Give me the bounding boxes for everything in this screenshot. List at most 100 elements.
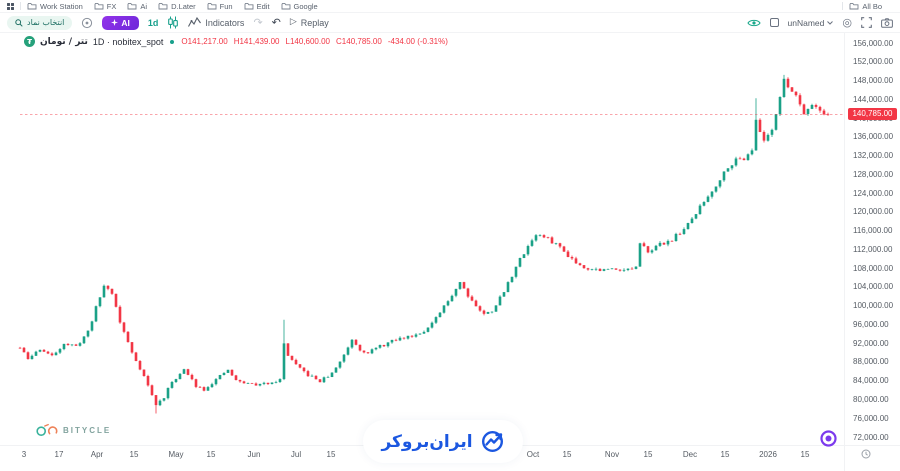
- candle-body: [370, 349, 374, 354]
- candle-body: [578, 263, 582, 266]
- candle-body: [282, 343, 286, 380]
- undo-icon[interactable]: ↶: [271, 16, 281, 29]
- candle-body: [706, 196, 710, 202]
- bookmark-tab[interactable]: Work Station: [27, 2, 83, 11]
- layout-box-icon[interactable]: [769, 18, 779, 27]
- clock-icon[interactable]: [861, 449, 871, 459]
- candle-body: [610, 268, 614, 270]
- folder-icon: [281, 2, 290, 10]
- candle-body: [550, 237, 554, 244]
- bookmark-tab[interactable]: Ai: [127, 2, 147, 11]
- ohlc-close: C140,785.00: [336, 37, 382, 46]
- candle-body: [254, 383, 258, 386]
- candle-body: [262, 382, 266, 384]
- candle-body: [330, 372, 334, 377]
- candle-body: [30, 355, 34, 360]
- candle-body: [382, 345, 386, 347]
- bookmark-tab-label: D.Later: [171, 1, 196, 11]
- candle-body: [582, 265, 586, 269]
- candle-body: [454, 288, 458, 296]
- candle-body: [198, 386, 202, 388]
- candle-body: [466, 288, 470, 297]
- indicators-button[interactable]: Indicators: [188, 17, 244, 28]
- candle-body: [86, 330, 90, 337]
- price-tick: 84,000.00: [853, 376, 889, 386]
- bookmark-tab[interactable]: Fun: [207, 2, 233, 11]
- bookmark-tab-label: Fun: [219, 1, 233, 11]
- candle-body: [522, 254, 526, 258]
- candle-body: [50, 353, 54, 356]
- app-grid-icon[interactable]: [7, 2, 14, 10]
- symbol-search-button[interactable]: انتخاب نماد: [7, 15, 73, 30]
- fullscreen-icon[interactable]: [861, 17, 872, 28]
- market-status-dot: [170, 39, 175, 44]
- ai-button[interactable]: AI: [102, 15, 139, 30]
- candle-body: [718, 180, 722, 187]
- candle-body: [774, 114, 778, 130]
- candle-body: [802, 104, 806, 114]
- purple-target-icon[interactable]: [820, 430, 837, 447]
- candle-body: [78, 343, 82, 346]
- candle-body: [446, 301, 450, 306]
- time-tick: 15: [643, 450, 653, 459]
- time-tick: 2026: [759, 450, 777, 459]
- bookmark-tab[interactable]: Google: [281, 2, 318, 11]
- candle-body: [646, 246, 650, 253]
- candle-body: [494, 305, 498, 312]
- candle-body: [154, 395, 158, 406]
- candle-body: [126, 331, 130, 343]
- candle-body: [510, 276, 514, 283]
- price-axis[interactable]: 156,000.00 152,000.00 148,000.00 144,000.00…: [844, 33, 900, 471]
- ohlc-change: -434.00 (-0.31%): [387, 37, 448, 46]
- symbol-header[interactable]: ₮ تتر / تومان 1D · nobitex_spot O141,217…: [24, 36, 448, 47]
- candle-body: [74, 344, 78, 346]
- bookmark-tab-all-bookmarks[interactable]: All Bo: [849, 2, 882, 11]
- folder-icon: [849, 2, 859, 10]
- candlestick-style-icon[interactable]: [167, 16, 179, 29]
- candle-body: [134, 352, 138, 361]
- candle-body: [22, 347, 26, 353]
- play-icon: ▷: [289, 17, 297, 27]
- candle-body: [110, 288, 114, 294]
- camera-icon[interactable]: [881, 17, 893, 28]
- candle-body: [530, 240, 534, 246]
- redo-icon[interactable]: ↷: [253, 16, 263, 29]
- price-tick: 124,000.00: [853, 188, 894, 198]
- candle-body: [594, 268, 598, 270]
- time-tick: 15: [562, 450, 572, 459]
- timeframe-button[interactable]: 1d: [147, 17, 159, 28]
- time-tick: Jul: [290, 450, 302, 459]
- candle-body: [486, 312, 490, 314]
- bookmark-tab[interactable]: D.Later: [158, 2, 196, 11]
- candle-body: [438, 312, 442, 318]
- candle-body: [118, 306, 122, 323]
- candle-body: [766, 134, 770, 141]
- target-icon[interactable]: [81, 17, 93, 29]
- candle-body: [190, 374, 194, 380]
- candle-body: [566, 251, 570, 257]
- candle-body: [742, 158, 746, 161]
- ai-button-label: AI: [121, 17, 130, 28]
- price-tick: 92,000.00: [853, 338, 889, 348]
- settings-gear-icon[interactable]: ◎: [842, 16, 852, 29]
- bookmark-tab[interactable]: Edit: [244, 2, 270, 11]
- time-tick: Nov: [604, 450, 620, 459]
- folder-icon: [244, 2, 254, 10]
- candle-body: [770, 129, 774, 135]
- bookmark-tab[interactable]: FX: [94, 2, 116, 11]
- ohlc-values: O141,217.00 H141,439.00 L140,600.00 C140…: [181, 37, 447, 46]
- bookmark-tab-label: All Bo: [862, 1, 882, 11]
- candle-body: [318, 379, 322, 383]
- candle-body: [734, 158, 738, 166]
- layout-name-dropdown[interactable]: unNamed: [788, 18, 834, 28]
- candle-body: [146, 376, 150, 386]
- price-tick: 108,000.00: [853, 263, 894, 273]
- price-tick: 76,000.00: [853, 413, 889, 423]
- candle-body: [458, 282, 462, 289]
- replay-button[interactable]: ▷ Replay: [290, 18, 329, 28]
- candle-body: [670, 240, 674, 242]
- eye-icon[interactable]: [746, 18, 761, 28]
- candle-body: [422, 331, 426, 334]
- candle-body: [66, 343, 70, 345]
